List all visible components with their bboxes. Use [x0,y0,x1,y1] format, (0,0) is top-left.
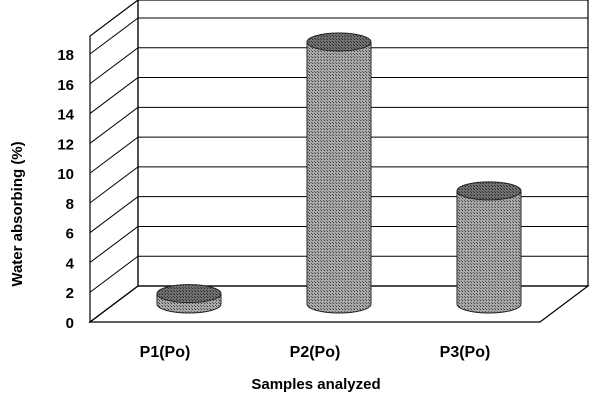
x-tick-label: P1(Po) [140,344,191,361]
y-tick-label: 6 [66,226,74,243]
y-tick-label: 14 [57,107,74,124]
y-tick-label: 0 [66,315,74,332]
x-axis-title: Samples analyzed [251,376,380,393]
gridline-side [89,196,139,234]
floor [88,285,590,323]
bar-top [156,284,222,304]
gridline-side [89,47,139,85]
gridline-side [89,136,139,174]
gridline-side [89,77,139,114]
y-tick-label: 4 [66,255,75,272]
y-tick-label: 8 [66,196,74,213]
gridline-side [89,106,139,144]
y-tick-label: 16 [57,77,74,94]
y-tick-label: 2 [66,285,74,302]
gridline-side [89,255,139,293]
gridline-side [89,226,139,263]
bar [456,181,522,314]
bars [156,32,522,314]
bar [306,32,372,314]
x-tick-labels: P1(Po) P2(Po) P3(Po) [140,344,491,361]
y-tick-labels: 0 2 4 6 8 10 12 14 16 18 [57,47,74,332]
bar-top [456,181,522,201]
x-tick-label: P3(Po) [440,344,491,361]
y-tick-label: 10 [57,166,74,183]
y-axis-title: Water absorbing (%) [9,141,26,286]
bar-top [306,32,372,52]
bar-body [306,41,372,314]
y-tick-label: 12 [57,136,74,153]
bar [156,284,222,314]
x-tick-label: P2(Po) [290,344,341,361]
gridline-side [89,17,139,55]
bar-body [456,190,522,314]
gridline-side [89,166,139,204]
y-tick-label: 18 [57,47,74,64]
